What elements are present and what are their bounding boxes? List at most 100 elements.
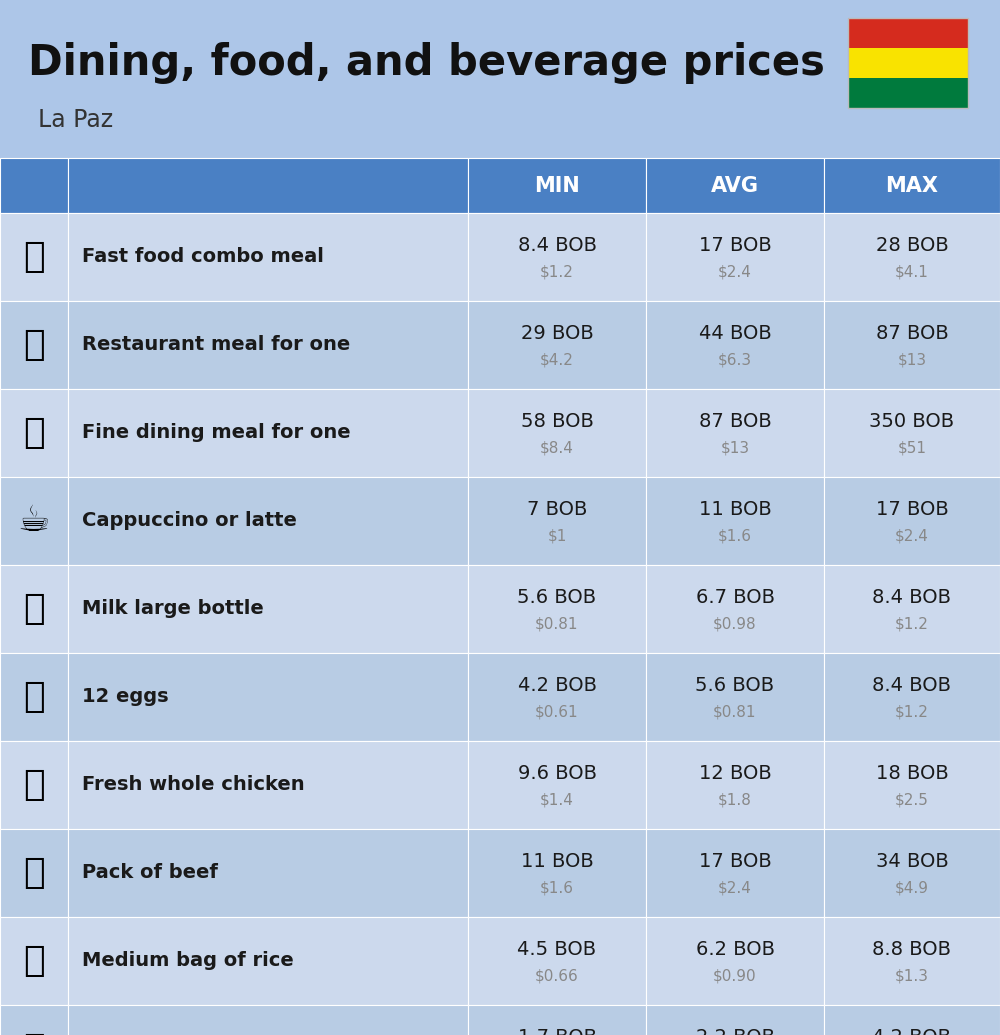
Bar — [68, 389, 468, 477]
Text: $6.3: $6.3 — [718, 353, 752, 367]
Text: 🍔: 🍔 — [23, 240, 45, 274]
Text: 17 BOB: 17 BOB — [699, 852, 771, 871]
Text: AVG: AVG — [711, 176, 759, 196]
Text: $1.8: $1.8 — [718, 793, 752, 807]
Text: MAX: MAX — [886, 176, 938, 196]
Bar — [468, 741, 646, 829]
Text: $0.81: $0.81 — [535, 617, 579, 631]
Text: $2.4: $2.4 — [895, 529, 929, 543]
Text: ☕: ☕ — [18, 504, 50, 538]
Bar — [824, 389, 1000, 477]
Text: $0.98: $0.98 — [713, 617, 757, 631]
Text: Cappuccino or latte: Cappuccino or latte — [82, 511, 297, 531]
Bar — [646, 653, 824, 741]
Bar — [468, 653, 646, 741]
Text: 1.7 BOB: 1.7 BOB — [518, 1028, 596, 1035]
Text: 11 BOB: 11 BOB — [521, 852, 593, 871]
Bar — [646, 389, 824, 477]
Bar — [468, 1005, 646, 1035]
Text: 350 BOB: 350 BOB — [869, 412, 955, 431]
Text: 6.7 BOB: 6.7 BOB — [696, 588, 774, 608]
Text: $1.2: $1.2 — [895, 617, 929, 631]
Text: 34 BOB: 34 BOB — [876, 852, 948, 871]
Bar — [68, 829, 468, 917]
Text: 58 BOB: 58 BOB — [521, 412, 593, 431]
Bar — [0, 917, 68, 1005]
Text: $4.1: $4.1 — [895, 265, 929, 279]
Text: $8.4: $8.4 — [540, 441, 574, 455]
Bar — [646, 741, 824, 829]
Text: 🍳: 🍳 — [23, 328, 45, 362]
Text: 🍚: 🍚 — [23, 944, 45, 978]
Text: 5.6 BOB: 5.6 BOB — [695, 676, 775, 696]
Text: $1.6: $1.6 — [718, 529, 752, 543]
Bar — [0, 653, 68, 741]
Text: Fast food combo meal: Fast food combo meal — [82, 247, 324, 266]
Text: Dining, food, and beverage prices: Dining, food, and beverage prices — [28, 42, 825, 84]
Text: 🍅: 🍅 — [23, 1032, 45, 1035]
Text: 8.4 BOB: 8.4 BOB — [518, 236, 596, 255]
Bar — [468, 917, 646, 1005]
Bar — [646, 158, 824, 213]
Text: $1.6: $1.6 — [540, 881, 574, 895]
Text: Fresh whole chicken: Fresh whole chicken — [82, 775, 305, 795]
Text: 29 BOB: 29 BOB — [521, 324, 593, 343]
Bar — [468, 389, 646, 477]
Text: 9.6 BOB: 9.6 BOB — [518, 764, 596, 783]
Text: 44 BOB: 44 BOB — [699, 324, 771, 343]
Bar — [824, 213, 1000, 301]
Text: 5.6 BOB: 5.6 BOB — [517, 588, 597, 608]
Text: $1: $1 — [547, 529, 567, 543]
Text: La Paz: La Paz — [38, 108, 113, 132]
Text: Restaurant meal for one: Restaurant meal for one — [82, 335, 350, 355]
Text: $1.4: $1.4 — [540, 793, 574, 807]
Bar — [646, 565, 824, 653]
Bar — [824, 829, 1000, 917]
Text: $1.3: $1.3 — [895, 969, 929, 983]
Bar — [68, 1005, 468, 1035]
Text: $0.61: $0.61 — [535, 705, 579, 719]
Text: 4.5 BOB: 4.5 BOB — [517, 940, 597, 959]
Text: $0.81: $0.81 — [713, 705, 757, 719]
Text: 8.4 BOB: 8.4 BOB — [872, 588, 952, 608]
Bar — [0, 389, 68, 477]
Bar — [646, 477, 824, 565]
Text: $13: $13 — [897, 353, 927, 367]
Bar — [824, 917, 1000, 1005]
Bar — [824, 565, 1000, 653]
Text: 17 BOB: 17 BOB — [699, 236, 771, 255]
Text: 2.2 BOB: 2.2 BOB — [696, 1028, 774, 1035]
Text: 🍗: 🍗 — [23, 768, 45, 802]
Bar — [0, 1005, 68, 1035]
Bar — [68, 301, 468, 389]
Text: MIN: MIN — [534, 176, 580, 196]
Text: $2.5: $2.5 — [895, 793, 929, 807]
Bar — [824, 158, 1000, 213]
Bar — [468, 829, 646, 917]
Text: 6.2 BOB: 6.2 BOB — [696, 940, 774, 959]
Text: 12 BOB: 12 BOB — [699, 764, 771, 783]
Text: $2.4: $2.4 — [718, 881, 752, 895]
Text: 7 BOB: 7 BOB — [527, 500, 587, 520]
Text: $51: $51 — [898, 441, 926, 455]
Text: 28 BOB: 28 BOB — [876, 236, 948, 255]
Bar — [468, 301, 646, 389]
Text: 🥛: 🥛 — [23, 592, 45, 626]
Text: 🥚: 🥚 — [23, 680, 45, 714]
Text: 4.2 BOB: 4.2 BOB — [518, 676, 596, 696]
Text: 8.8 BOB: 8.8 BOB — [872, 940, 952, 959]
Bar — [646, 301, 824, 389]
Bar — [646, 213, 824, 301]
Bar — [646, 829, 824, 917]
Bar — [848, 18, 968, 108]
Text: $13: $13 — [720, 441, 750, 455]
Text: 🍽: 🍽 — [23, 416, 45, 450]
Text: $1.2: $1.2 — [895, 705, 929, 719]
Bar — [468, 565, 646, 653]
Bar — [848, 18, 968, 48]
Bar — [68, 565, 468, 653]
Bar — [68, 917, 468, 1005]
Text: $4.9: $4.9 — [895, 881, 929, 895]
Bar — [468, 213, 646, 301]
Bar — [0, 565, 68, 653]
